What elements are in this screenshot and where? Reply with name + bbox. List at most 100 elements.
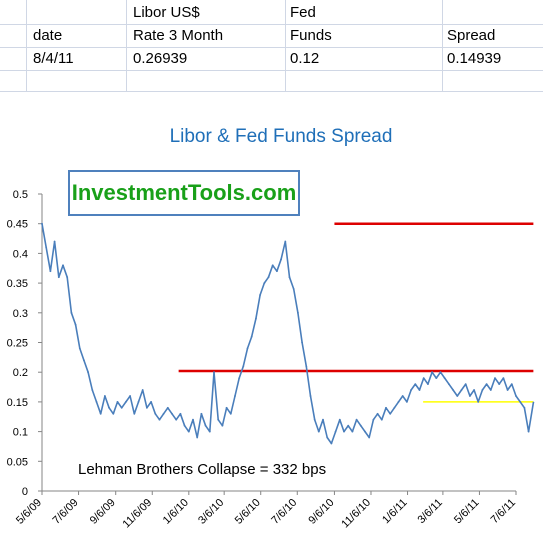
y-tick-label: 0.3 bbox=[13, 308, 28, 320]
spread-data-point bbox=[406, 401, 408, 403]
header-fed-label[interactable]: Fed bbox=[290, 4, 316, 21]
spreadsheet-grid: Libor US$ Fed date Rate 3 Month Funds Sp… bbox=[0, 0, 543, 92]
spread-data-point bbox=[225, 406, 228, 409]
x-tick-label: 7/6/10 bbox=[269, 497, 299, 527]
fedfunds-value-cell[interactable]: 0.12 bbox=[290, 50, 320, 67]
series-layer bbox=[41, 222, 535, 445]
x-tick-label: 5/6/11 bbox=[452, 497, 482, 527]
grid-column-divider bbox=[126, 0, 127, 92]
spread-data-point bbox=[380, 418, 383, 421]
spread-data-point bbox=[443, 377, 446, 379]
spread-data-point bbox=[477, 401, 480, 403]
watermark-text: InvestmentTools.com bbox=[71, 180, 297, 205]
chart-title: Libor & Fed Funds Spread bbox=[170, 126, 393, 147]
grid-column-divider bbox=[285, 0, 286, 92]
spread-data-point bbox=[150, 401, 153, 403]
header-libor-label[interactable]: Libor US$ bbox=[133, 4, 200, 21]
spread-data-point bbox=[53, 240, 56, 243]
spread-data-point bbox=[368, 436, 371, 439]
spread-data-point bbox=[129, 395, 132, 397]
spread-data-point bbox=[385, 406, 387, 409]
spread-data-point bbox=[439, 371, 442, 374]
lehman-annotation: Lehman Brothers Collapse = 332 bps bbox=[78, 461, 326, 478]
spread-data-point bbox=[317, 430, 320, 433]
spread-data-point bbox=[343, 430, 345, 433]
y-tick-label: 0.45 bbox=[7, 219, 28, 231]
spread-data-point bbox=[259, 294, 261, 296]
grid-row-divider bbox=[0, 91, 543, 92]
spread-data-point bbox=[213, 371, 215, 374]
x-tick-label: 9/6/09 bbox=[88, 497, 118, 527]
spread-data-point bbox=[91, 389, 94, 391]
x-tick-label: 3/6/11 bbox=[415, 497, 445, 527]
spread-data-point bbox=[334, 430, 337, 433]
spread-data-point bbox=[263, 282, 266, 284]
spread-data-point bbox=[179, 412, 182, 415]
spread-value-cell[interactable]: 0.14939 bbox=[447, 50, 502, 67]
reference-lines bbox=[178, 222, 534, 403]
header-spread-cell[interactable]: Spread bbox=[447, 27, 496, 44]
date-value-cell[interactable]: 8/4/11 bbox=[33, 50, 74, 67]
spread-data-point bbox=[460, 389, 463, 391]
spread-data-point bbox=[229, 412, 232, 415]
spread-data-point bbox=[393, 406, 396, 409]
header-rate-cell[interactable]: Rate 3 Month bbox=[133, 27, 224, 44]
spread-data-point bbox=[519, 401, 522, 403]
spread-data-point bbox=[284, 240, 287, 243]
grid-column-divider bbox=[442, 0, 443, 92]
spread-data-point bbox=[255, 317, 257, 320]
spread-data-point bbox=[464, 383, 467, 385]
watermark-box: InvestmentTools.com bbox=[68, 170, 300, 216]
y-tick-label: 0 bbox=[22, 486, 28, 498]
spread-data-point bbox=[456, 395, 459, 397]
spread-data-point bbox=[166, 406, 169, 409]
header-funds-cell[interactable]: Funds bbox=[290, 27, 332, 44]
spread-data-point bbox=[87, 371, 89, 374]
spread-data-point bbox=[305, 365, 308, 368]
header-date-cell[interactable]: date bbox=[33, 27, 63, 44]
spread-data-point bbox=[221, 424, 224, 427]
spread-data-point bbox=[175, 418, 178, 421]
grid-row-divider bbox=[0, 70, 543, 71]
libor-value-cell[interactable]: 0.26939 bbox=[133, 50, 188, 67]
spread-data-point bbox=[234, 395, 236, 397]
spread-data-point bbox=[523, 406, 526, 409]
spread-data-point bbox=[376, 412, 379, 415]
spread-data-point bbox=[431, 371, 433, 374]
y-tick-label: 0.2 bbox=[13, 367, 28, 379]
y-tick-label: 0.35 bbox=[7, 278, 28, 290]
spread-data-point bbox=[485, 383, 488, 385]
spread-data-point bbox=[515, 395, 517, 397]
grid-column-divider bbox=[26, 0, 27, 92]
spread-data-point bbox=[217, 418, 220, 421]
grid-row-divider bbox=[0, 24, 543, 25]
x-tick-label: 7/6/11 bbox=[489, 497, 519, 527]
spread-data-point bbox=[141, 389, 144, 391]
spread-data-point bbox=[271, 264, 274, 267]
x-tick-label: 1/6/11 bbox=[380, 497, 410, 527]
spread-data-point bbox=[330, 442, 333, 445]
spread-data-point bbox=[313, 418, 316, 421]
spread-data-point bbox=[448, 383, 450, 385]
spread-data-point bbox=[171, 412, 173, 415]
spread-data-point bbox=[162, 412, 165, 415]
spread-data-point bbox=[267, 276, 270, 279]
spread-data-point bbox=[66, 276, 69, 279]
spread-data-point bbox=[158, 418, 161, 421]
spread-data-point bbox=[372, 418, 375, 421]
y-tick-label: 0.25 bbox=[7, 338, 28, 350]
spread-data-point bbox=[389, 412, 392, 415]
spread-data-point bbox=[70, 311, 73, 314]
x-tick-label: 5/6/09 bbox=[14, 497, 44, 527]
spread-data-point bbox=[204, 424, 207, 427]
spread-data-point bbox=[192, 418, 194, 421]
spread-data-point bbox=[338, 418, 341, 421]
spread-data-point bbox=[146, 406, 148, 409]
spread-data-point bbox=[489, 389, 492, 391]
x-tick-label: 5/6/10 bbox=[233, 497, 263, 527]
x-tick-label: 7/6/09 bbox=[51, 497, 81, 527]
spread-data-point bbox=[532, 401, 535, 404]
spread-data-point bbox=[498, 383, 501, 385]
spread-data-point bbox=[510, 383, 513, 385]
spread-data-point bbox=[297, 311, 299, 314]
